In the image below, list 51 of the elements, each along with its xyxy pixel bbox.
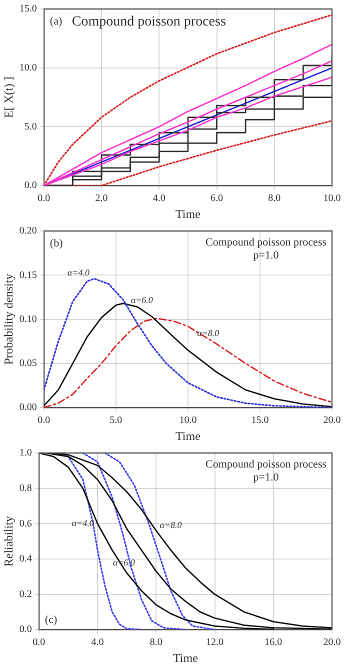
x-axis-title: Time (175, 206, 200, 221)
y-tick-label: 0.05 (19, 358, 37, 370)
x-tick-label: 4.0 (152, 193, 166, 204)
annotation: α=8.0 (160, 520, 182, 530)
y-tick-label: 15.0 (19, 4, 37, 15)
x-tick-label: 20.0 (323, 415, 341, 426)
y-tick-label: 0.15 (19, 270, 37, 281)
y-tick-label: 0.0 (24, 180, 37, 192)
x-tick-label: 0.0 (38, 193, 50, 204)
y-axis-title: Reliability (1, 516, 16, 567)
y-tick-label: 5.0 (24, 121, 37, 132)
x-tick-label: 0.0 (38, 415, 50, 426)
annotation: α=4.0 (72, 518, 94, 528)
x-tick-label: 20.0 (323, 637, 341, 648)
y-tick-label: 0.8 (19, 482, 32, 494)
x-tick-label: 2.0 (95, 193, 108, 204)
annotation: p=1.0 (253, 471, 280, 484)
annotation: Compound poisson process (206, 458, 326, 470)
y-tick-label: 0.6 (19, 518, 32, 530)
y-tick-label: 10.0 (19, 62, 37, 74)
x-tick-label: 12.0 (206, 637, 224, 648)
annotation: (a) (50, 15, 62, 28)
annotation: (c) (44, 614, 58, 626)
annotation: α=4.0 (67, 268, 90, 278)
x-tick-label: 4.0 (91, 637, 104, 648)
x-tick-label: 0.0 (32, 637, 46, 648)
y-tick-label: 0.2 (19, 588, 32, 600)
y-axis-title: Probability density (1, 274, 16, 365)
x-tick-label: 5.0 (110, 415, 122, 426)
y-tick-label: 0.4 (19, 554, 32, 565)
annotation: Compound poisson process (72, 14, 226, 30)
annotation: (b) (50, 237, 64, 250)
x-tick-label: 10.0 (323, 193, 341, 204)
x-axis-title: Time (172, 650, 198, 665)
annotation: p=1.0 (253, 249, 280, 262)
x-tick-label: 6.0 (210, 193, 224, 204)
x-tick-label: 15.0 (251, 415, 269, 426)
x-tick-label: 16.0 (264, 637, 282, 648)
annotation: α=6.0 (130, 295, 154, 306)
y-tick-label: 0.0 (19, 624, 32, 636)
y-tick-label: 0.20 (19, 226, 37, 237)
x-tick-label: 8.0 (268, 193, 281, 204)
x-tick-label: 10.0 (179, 415, 197, 426)
y-tick-label: 0.10 (19, 314, 37, 325)
y-tick-label: 1.0 (19, 448, 32, 459)
x-tick-label: 8.0 (150, 637, 162, 648)
x-axis-title: Time (175, 428, 200, 443)
y-tick-label: 0.00 (19, 402, 37, 414)
annotation: α=8.0 (197, 328, 220, 338)
annotation: Compound poisson process (206, 236, 326, 248)
y-axis-title: E[ X(t) ] (1, 76, 16, 118)
